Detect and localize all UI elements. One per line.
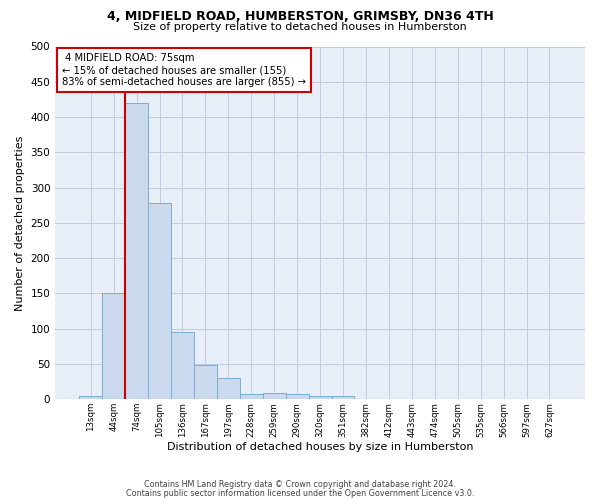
Bar bbox=[308, 396, 332, 400]
Text: Contains HM Land Registry data © Crown copyright and database right 2024.: Contains HM Land Registry data © Crown c… bbox=[144, 480, 456, 489]
Bar bbox=[332, 396, 355, 400]
Bar bbox=[79, 396, 102, 400]
Bar bbox=[194, 364, 217, 400]
Bar bbox=[171, 332, 194, 400]
Y-axis label: Number of detached properties: Number of detached properties bbox=[15, 135, 25, 310]
Text: 4, MIDFIELD ROAD, HUMBERSTON, GRIMSBY, DN36 4TH: 4, MIDFIELD ROAD, HUMBERSTON, GRIMSBY, D… bbox=[107, 10, 493, 23]
Bar bbox=[217, 378, 240, 400]
Bar bbox=[286, 394, 308, 400]
Bar bbox=[125, 103, 148, 400]
Text: Size of property relative to detached houses in Humberston: Size of property relative to detached ho… bbox=[133, 22, 467, 32]
Bar bbox=[148, 203, 171, 400]
Bar bbox=[102, 294, 125, 400]
X-axis label: Distribution of detached houses by size in Humberston: Distribution of detached houses by size … bbox=[167, 442, 473, 452]
Bar bbox=[263, 393, 286, 400]
Text: 4 MIDFIELD ROAD: 75sqm  
← 15% of detached houses are smaller (155)
83% of semi-: 4 MIDFIELD ROAD: 75sqm ← 15% of detached… bbox=[62, 54, 306, 86]
Bar bbox=[240, 394, 263, 400]
Text: Contains public sector information licensed under the Open Government Licence v3: Contains public sector information licen… bbox=[126, 488, 474, 498]
